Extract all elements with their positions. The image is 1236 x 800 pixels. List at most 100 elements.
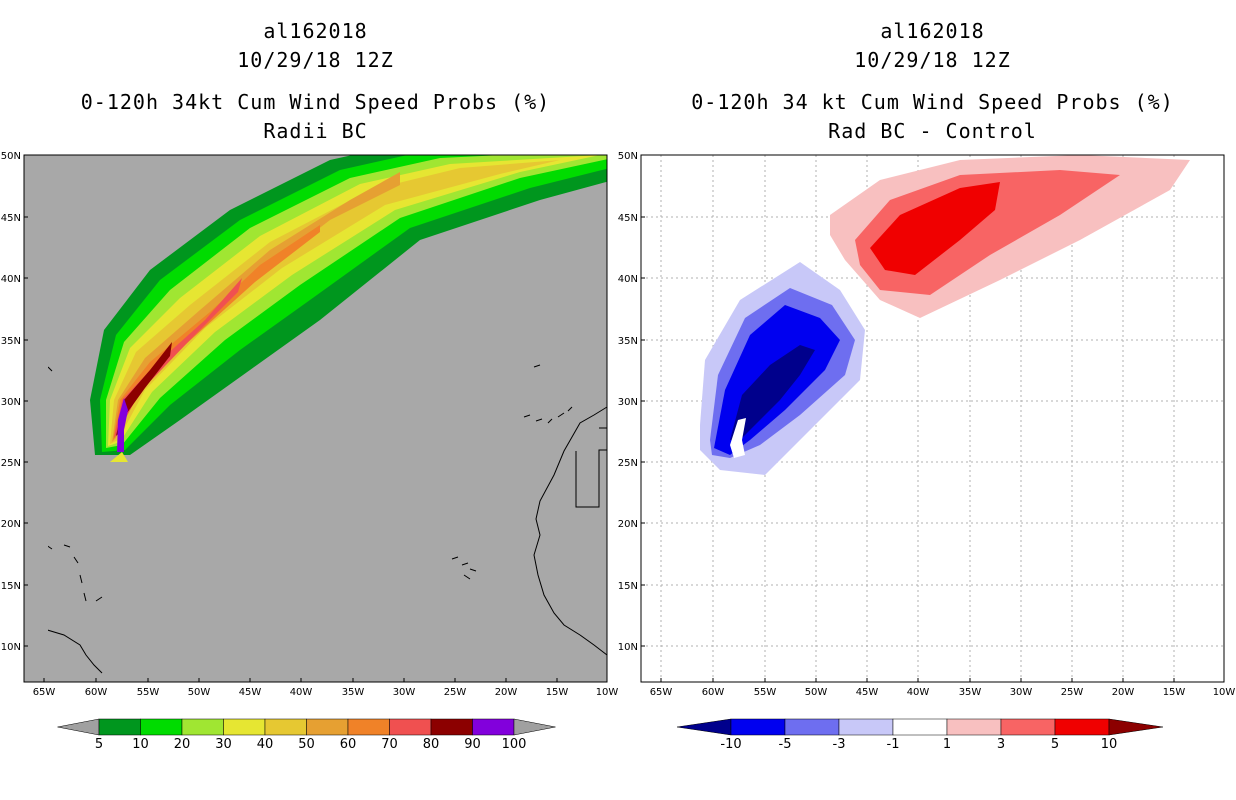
left-title-block: al162018 10/29/18 12Z — [24, 17, 607, 75]
left-colorbar-segment — [264, 718, 307, 736]
right-storm-id: al162018 — [880, 19, 985, 43]
right-colorbar-segment — [730, 718, 786, 736]
left-colorbar-segment — [389, 718, 432, 736]
left-lon-label: 65W — [33, 687, 56, 698]
right-colorbar-segment — [838, 718, 894, 736]
left-storm-id: al162018 — [263, 19, 368, 43]
right-colorbar-right-arrow — [1108, 718, 1164, 736]
left-subtitle: Radii BC — [263, 119, 368, 143]
right-colorbar-segment — [892, 718, 948, 736]
left-colorbar-label: 10 — [132, 737, 149, 752]
left-colorbar-segment — [472, 718, 515, 736]
right-lat-label: 30N — [618, 397, 638, 408]
right-title-block: al162018 10/29/18 12Z — [641, 17, 1224, 75]
left-colorbar-segment — [306, 718, 349, 736]
right-lat-label: 25N — [618, 458, 638, 469]
right-colorbar: -10 -5 -3 -1 1 3 5 10 — [676, 718, 1164, 752]
left-lon-label: 40W — [290, 687, 313, 698]
left-lon-label: 15W — [546, 687, 569, 698]
right-lon-label: 20W — [1112, 687, 1135, 698]
left-lat-label: 40N — [1, 274, 21, 285]
right-lon-label: 35W — [959, 687, 982, 698]
right-colorbar-label: 1 — [943, 737, 951, 752]
left-lat-label: 20N — [1, 519, 21, 530]
left-prob-swath — [90, 155, 607, 462]
left-lat-label: 25N — [1, 458, 21, 469]
left-lat-label: 30N — [1, 397, 21, 408]
left-colorbar-label: 30 — [215, 737, 232, 752]
right-colorbar-segment — [1054, 718, 1110, 736]
right-map-frame — [640, 154, 1225, 683]
right-colorbar-label: 10 — [1101, 737, 1118, 752]
left-lon-label: 55W — [137, 687, 160, 698]
right-lat-label: 35N — [618, 336, 638, 347]
left-colorbar-label: 80 — [423, 737, 440, 752]
left-lon-label: 25W — [444, 687, 467, 698]
left-lon-label: 45W — [239, 687, 262, 698]
left-colorbar-segment — [140, 718, 183, 736]
left-lon-label: 50W — [188, 687, 211, 698]
right-lon-label: 60W — [702, 687, 725, 698]
right-lat-label: 15N — [618, 581, 638, 592]
left-colorbar-label: 70 — [381, 737, 398, 752]
right-lat-label: 20N — [618, 519, 638, 530]
left-colorbar-segment — [430, 718, 473, 736]
left-datetime: 10/29/18 12Z — [237, 48, 394, 72]
left-subtitle-block: 0-120h 34kt Cum Wind Speed Probs (%) Rad… — [24, 88, 607, 146]
right-lon-label: 15W — [1163, 687, 1186, 698]
right-lon-label: 65W — [650, 687, 673, 698]
left-lat-label: 15N — [1, 581, 21, 592]
right-lon-label: 40W — [907, 687, 930, 698]
left-colorbar-label: 60 — [340, 737, 357, 752]
right-map — [640, 154, 1225, 683]
left-colorbar-label: 90 — [464, 737, 481, 752]
left-colorbar: 5 10 20 30 40 50 60 70 80 90 100 — [57, 718, 556, 752]
left-product: 0-120h 34kt Cum Wind Speed Probs (%) — [80, 90, 551, 114]
right-colorbar-label: -3 — [833, 737, 846, 752]
left-colorbar-segment — [98, 718, 141, 736]
right-subtitle-block: 0-120h 34 kt Cum Wind Speed Probs (%) Ra… — [641, 88, 1224, 146]
right-lat-label: 45N — [618, 213, 638, 224]
left-lon-label: 10W — [596, 687, 619, 698]
left-map-frame — [23, 154, 608, 683]
left-lat-label: 50N — [1, 151, 21, 162]
right-colorbar-segment — [946, 718, 1002, 736]
right-lon-label: 10W — [1213, 687, 1236, 698]
left-colorbar-label: 100 — [502, 737, 527, 752]
right-lon-label: 30W — [1010, 687, 1033, 698]
right-subtitle: Rad BC - Control — [828, 119, 1037, 143]
right-axis-labels: 50N 45N 40N 35N 30N 25N 20N 15N 10N 65W 60W 55W 50W 4… — [618, 151, 1236, 698]
right-colorbar-segment — [784, 718, 840, 736]
right-lat-label: 50N — [618, 151, 638, 162]
right-colorbar-left-arrow — [676, 718, 732, 736]
left-axis-labels: 50N 45N 40N 35N 30N 25N 20N 15N 10N 65W 60W 55W 50W 4… — [1, 151, 619, 698]
right-colorbar-label: 3 — [997, 737, 1005, 752]
right-colorbar-label: -10 — [720, 737, 741, 752]
left-colorbar-left-arrow — [57, 718, 100, 736]
left-map — [23, 154, 608, 683]
left-lat-label: 45N — [1, 213, 21, 224]
left-colorbar-label: 5 — [95, 737, 103, 752]
right-datetime: 10/29/18 12Z — [854, 48, 1011, 72]
left-lon-label: 30W — [393, 687, 416, 698]
left-colorbar-label: 50 — [298, 737, 315, 752]
right-lon-label: 45W — [856, 687, 879, 698]
right-lon-label: 25W — [1061, 687, 1084, 698]
left-lon-label: 60W — [85, 687, 108, 698]
left-lon-label: 20W — [495, 687, 518, 698]
right-diff-field — [700, 155, 1190, 475]
left-colorbar-segment — [181, 718, 224, 736]
left-colorbar-right-arrow — [513, 718, 556, 736]
right-lon-label: 55W — [754, 687, 777, 698]
right-product: 0-120h 34 kt Cum Wind Speed Probs (%) — [691, 90, 1174, 114]
left-colorbar-label: 40 — [257, 737, 274, 752]
left-lat-label: 10N — [1, 642, 21, 653]
right-colorbar-label: 5 — [1051, 737, 1059, 752]
left-colorbar-segment — [223, 718, 266, 736]
right-lon-label: 50W — [805, 687, 828, 698]
right-lat-label: 10N — [618, 642, 638, 653]
right-colorbar-label: -5 — [779, 737, 792, 752]
left-lat-label: 35N — [1, 336, 21, 347]
right-colorbar-label: -1 — [887, 737, 900, 752]
left-colorbar-segment — [347, 718, 390, 736]
